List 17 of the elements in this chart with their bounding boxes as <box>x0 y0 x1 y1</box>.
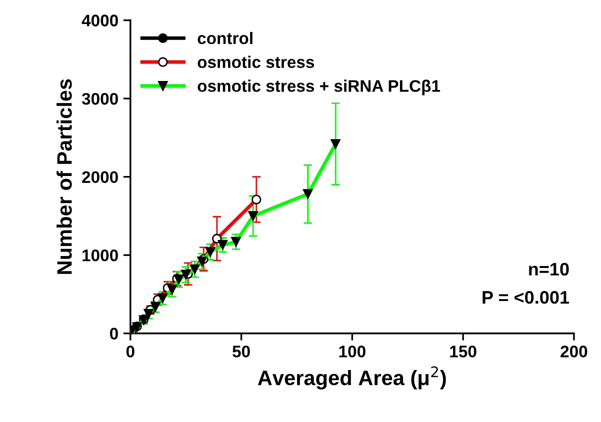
annotation: n=10 <box>529 262 569 276</box>
x-axis-title: Averaged Area (μ$^{2}$) <box>258 366 446 390</box>
legend-label: osmotic stress + siRNA PLCβ1 <box>198 80 440 96</box>
annotation: P = <0.001 <box>482 291 570 304</box>
y-tick-label: 3000 <box>82 92 118 105</box>
x-tick-label: 150 <box>450 346 476 358</box>
y-axis-title: Number of Particles <box>56 79 72 274</box>
legend-label: osmotic stress <box>198 56 314 68</box>
legend-label: control <box>198 32 252 44</box>
y-tick-label: 4000 <box>82 14 118 26</box>
y-tick-label: 1000 <box>82 250 118 262</box>
y-tick-label: 2000 <box>82 171 118 184</box>
x-tick-label: 50 <box>232 346 250 358</box>
y-tick-label: 0 <box>110 328 118 340</box>
x-tick-label: 0 <box>126 346 134 358</box>
x-tick-label: 100 <box>339 346 366 358</box>
x-tick-label: 200 <box>560 346 588 358</box>
